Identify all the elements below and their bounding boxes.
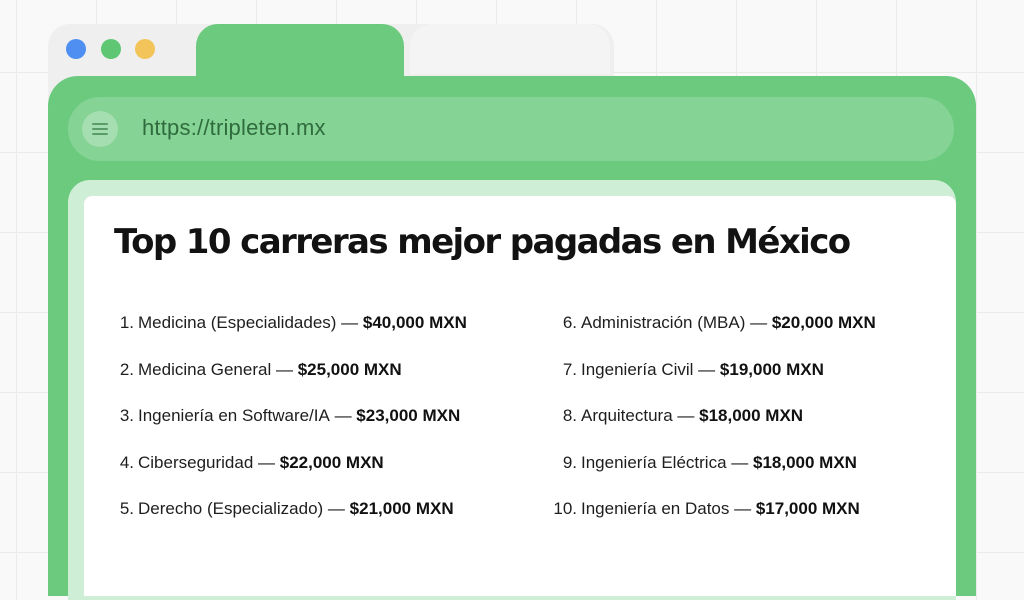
list-item: 1. Medicina (Especialidades) — $40,000 MX… xyxy=(114,313,467,360)
item-career: Ingeniería Eléctrica xyxy=(581,452,727,472)
item-career: Derecho (Especializado) xyxy=(138,499,324,518)
item-rank: 9. xyxy=(562,452,577,472)
item-rank: 4. xyxy=(119,452,134,472)
item-salary: $17,000 MXN xyxy=(755,499,860,518)
hamburger-menu-icon[interactable] xyxy=(82,111,118,147)
item-rank: 10. xyxy=(553,499,577,518)
address-bar[interactable]: https://tripleten.mx xyxy=(68,97,954,161)
item-rank: 2. xyxy=(119,359,134,379)
item-career: Ingeniería Civil xyxy=(581,359,694,379)
list-item: 8. Arquitectura — $18,000 MXN xyxy=(546,406,876,453)
item-salary: $18,000 MXN xyxy=(752,452,857,472)
item-separator: — xyxy=(329,406,357,425)
item-salary: $22,000 MXN xyxy=(279,452,384,472)
item-separator: — xyxy=(726,452,753,472)
item-rank: 8. xyxy=(562,406,577,425)
item-career: Ciberseguridad xyxy=(138,452,254,472)
item-salary: $21,000 MXN xyxy=(349,499,454,518)
list-item: 3. Ingeniería en Software/IA — $23,000 MX… xyxy=(114,406,467,453)
item-separator: — xyxy=(323,499,350,518)
page-title: Top 10 carreras mejor pagadas en México xyxy=(114,222,851,262)
list-item: 9. Ingeniería Eléctrica — $18,000 MXN xyxy=(546,453,876,500)
list-item: 10. Ingeniería en Datos — $17,000 MXN xyxy=(546,499,876,546)
ranking-list-right: 6. Administración (MBA) — $20,000 MXN 7. I… xyxy=(546,313,876,546)
item-separator: — xyxy=(693,359,720,379)
item-separator: — xyxy=(745,313,772,332)
item-rank: 7. xyxy=(562,359,577,379)
item-separator: — xyxy=(271,359,298,379)
item-salary: $19,000 MXN xyxy=(719,359,824,379)
item-career: Arquitectura xyxy=(581,406,673,425)
item-career: Administración (MBA) xyxy=(581,313,746,332)
item-salary: $23,000 MXN xyxy=(356,406,461,425)
window-maximize-dot[interactable] xyxy=(135,39,155,59)
list-item: 2. Medicina General — $25,000 MXN xyxy=(114,360,467,407)
list-item: 5. Derecho (Especializado) — $21,000 MXN xyxy=(114,499,467,546)
item-salary: $18,000 MXN xyxy=(699,406,804,425)
item-salary: $25,000 MXN xyxy=(297,359,402,379)
window-close-dot[interactable] xyxy=(66,39,86,59)
item-salary: $40,000 MXN xyxy=(362,313,467,332)
item-rank: 3. xyxy=(119,406,134,425)
item-separator: — xyxy=(336,313,363,332)
content-card xyxy=(84,196,956,596)
item-rank: 6. xyxy=(562,313,577,332)
item-salary: $20,000 MXN xyxy=(771,313,876,332)
item-career: Ingeniería en Datos xyxy=(581,499,730,518)
list-item: 6. Administración (MBA) — $20,000 MXN xyxy=(546,313,876,360)
item-separator: — xyxy=(672,406,700,425)
item-career: Medicina General xyxy=(138,359,272,379)
ranking-list-left: 1. Medicina (Especialidades) — $40,000 MX… xyxy=(114,313,467,546)
item-rank: 1. xyxy=(119,313,134,332)
list-item: 4. Ciberseguridad — $22,000 MXN xyxy=(114,453,467,500)
url-text[interactable]: https://tripleten.mx xyxy=(142,115,326,140)
window-minimize-dot[interactable] xyxy=(101,39,121,59)
item-separator: — xyxy=(729,499,756,518)
item-career: Ingeniería en Software/IA xyxy=(138,406,330,425)
item-career: Medicina (Especialidades) xyxy=(138,313,337,332)
item-separator: — xyxy=(253,452,280,472)
browser-tab-inactive[interactable] xyxy=(410,24,610,74)
browser-tab-active[interactable] xyxy=(196,24,404,90)
list-item: 7. Ingeniería Civil — $19,000 MXN xyxy=(546,360,876,407)
item-rank: 5. xyxy=(119,499,134,518)
